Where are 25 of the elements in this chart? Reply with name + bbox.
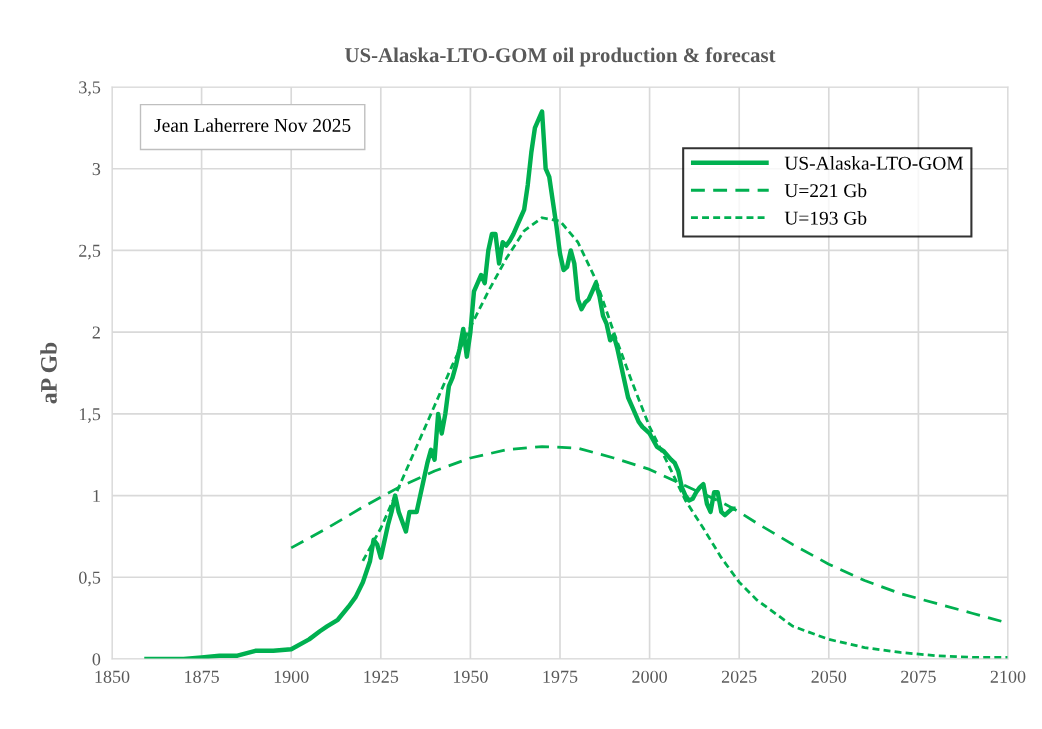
x-tick-label: 2000 (632, 670, 667, 683)
x-tick-label: 1900 (274, 670, 309, 683)
x-tick-label: 2025 (721, 670, 757, 683)
x-tick-label: 1975 (543, 670, 578, 683)
x-tick-label: 2100 (990, 670, 1026, 683)
annotation: Jean Laherrere Nov 2025 (154, 118, 351, 132)
legend-label: US-Alaska-LTO-GOM (784, 156, 964, 170)
y-axis-title: aP Gb (40, 342, 57, 404)
y-tick-label: 2 (92, 326, 100, 339)
x-tick-label: 1875 (185, 670, 219, 683)
legend-label: U=221 Gb (784, 183, 867, 198)
y-tick-label: 1,5 (79, 408, 101, 423)
y-tick-label: 3,5 (79, 81, 101, 97)
y-tick-label: 1 (93, 489, 100, 502)
x-tick-label: 1925 (364, 670, 399, 683)
chart-title: US-Alaska-LTO-GOM oil production & forecast (345, 47, 776, 67)
y-tick-label: 0 (92, 653, 101, 666)
legend-label: U=193 Gb (784, 211, 867, 225)
x-tick-label: 2075 (901, 670, 936, 683)
x-tick-label: 2050 (811, 670, 847, 683)
x-tick-label: 1950 (453, 670, 488, 683)
y-tick-label: 0,5 (79, 571, 101, 587)
y-tick-label: 3 (92, 163, 101, 176)
y-tick-label: 2,5 (79, 244, 101, 260)
x-tick-label: 1850 (95, 670, 130, 683)
